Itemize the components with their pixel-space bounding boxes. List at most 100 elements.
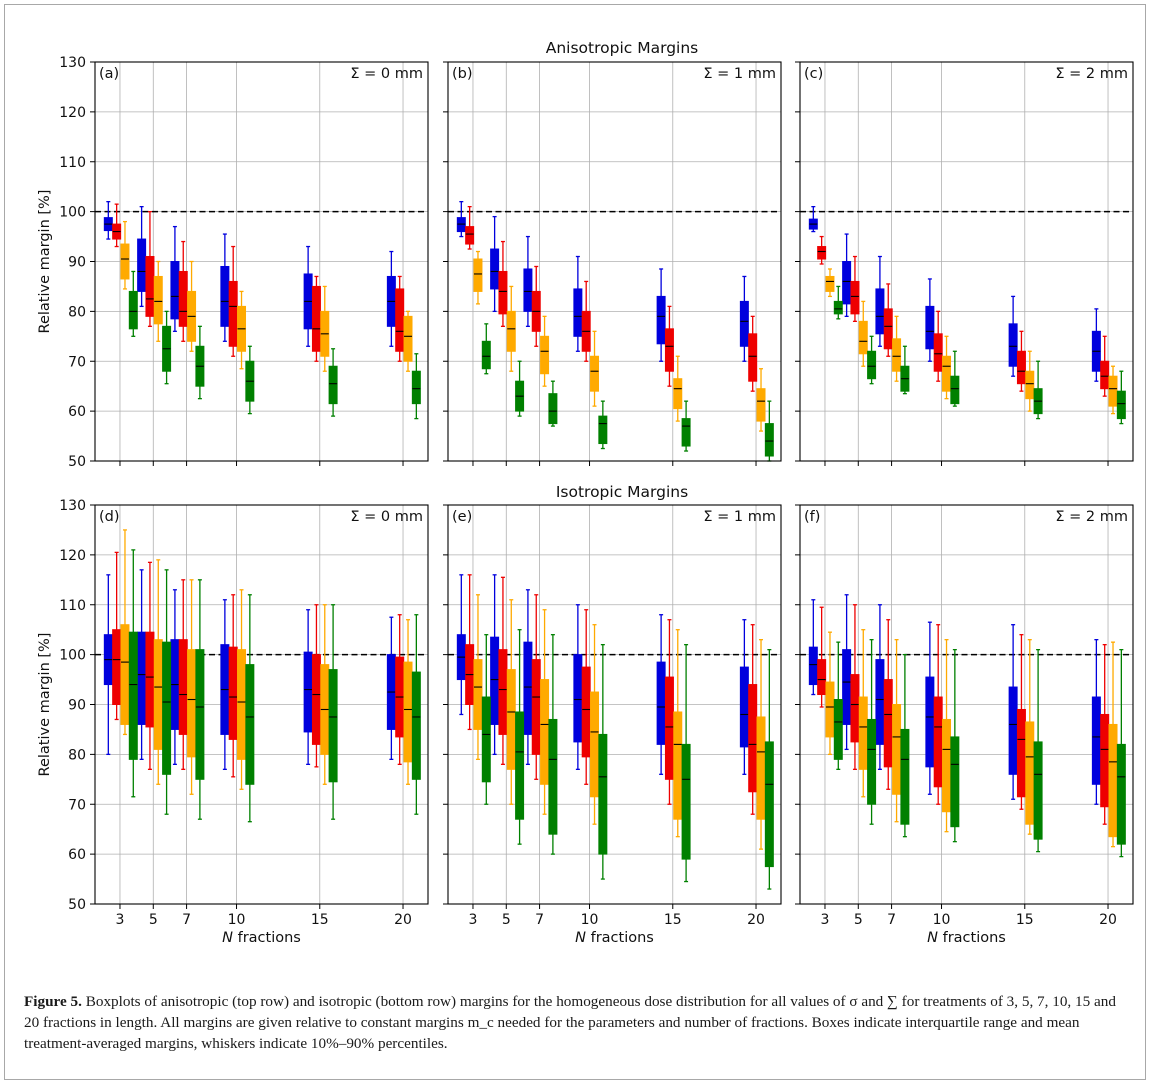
iqr-box (756, 716, 766, 820)
y-tick-label: 80 (68, 747, 86, 763)
iqr-box (178, 270, 188, 327)
x-axis-label-var: N (222, 930, 233, 946)
figure-frame (4, 4, 1146, 1080)
sigma-label: Σ = 2 mm (1055, 66, 1128, 82)
iqr-box (328, 669, 338, 783)
iqr-box (187, 649, 197, 758)
x-tick-label: 20 (394, 912, 412, 928)
x-tick-label: 10 (933, 912, 951, 928)
iqr-box (540, 679, 550, 785)
iqr-box (573, 288, 583, 337)
iqr-box (867, 350, 877, 380)
iqr-box (128, 290, 138, 330)
iqr-box (1008, 686, 1018, 775)
iqr-box (137, 631, 147, 725)
iqr-box (764, 423, 774, 457)
iqr-box (883, 308, 893, 350)
iqr-box (170, 261, 180, 320)
iqr-box (739, 666, 749, 748)
panel-label: (c) (804, 66, 823, 82)
x-axis-label-var: N (927, 930, 938, 946)
caption-label: Figure 5. (24, 993, 82, 1010)
iqr-box (590, 691, 600, 798)
iqr-box (942, 355, 952, 392)
x-tick-label: 5 (502, 912, 511, 928)
iqr-box (900, 728, 910, 825)
iqr-box (825, 275, 835, 292)
iqr-box (867, 718, 877, 805)
x-axis-label-rest: fractions (586, 930, 654, 946)
y-tick-label: 60 (68, 847, 86, 863)
y-tick-label: 70 (68, 354, 86, 370)
iqr-box (490, 636, 500, 725)
iqr-box (178, 639, 188, 735)
iqr-box (395, 288, 405, 352)
iqr-box (833, 699, 843, 760)
y-axis-label: Relative margin [%] (37, 633, 53, 777)
iqr-box (748, 684, 758, 793)
iqr-box (681, 743, 691, 860)
iqr-box (875, 659, 885, 745)
iqr-box (311, 285, 321, 352)
x-tick-label: 5 (149, 912, 158, 928)
iqr-box (748, 333, 758, 382)
y-tick-label: 50 (68, 454, 86, 470)
iqr-box (128, 631, 138, 760)
iqr-box (153, 275, 163, 325)
iqr-box (411, 671, 421, 780)
x-tick-label: 20 (747, 912, 765, 928)
iqr-box (850, 674, 860, 743)
iqr-box (764, 741, 774, 868)
iqr-box (590, 355, 600, 392)
iqr-box (498, 270, 508, 315)
panel-label: (d) (99, 509, 120, 525)
iqr-box (531, 659, 541, 755)
x-tick-label: 15 (664, 912, 682, 928)
iqr-box (153, 639, 163, 750)
iqr-box (162, 641, 172, 775)
iqr-box (842, 649, 852, 725)
row-title-1: Anisotropic Margins (546, 39, 699, 57)
x-tick-label: 10 (228, 912, 246, 928)
iqr-box (598, 733, 608, 855)
iqr-box (1108, 375, 1118, 407)
iqr-box (875, 288, 885, 335)
iqr-box (311, 654, 321, 745)
iqr-box (681, 418, 691, 447)
iqr-box (817, 659, 827, 696)
iqr-box (656, 661, 666, 745)
iqr-box (850, 280, 860, 315)
iqr-box (1016, 350, 1026, 385)
x-tick-label: 7 (887, 912, 896, 928)
iqr-box (858, 320, 868, 355)
iqr-box (598, 415, 608, 445)
iqr-box (328, 365, 338, 405)
y-tick-label: 100 (59, 648, 86, 664)
iqr-box (581, 666, 591, 758)
sigma-label: Σ = 1 mm (703, 509, 776, 525)
y-tick-label: 100 (59, 205, 86, 221)
iqr-box (228, 280, 238, 347)
iqr-box (739, 300, 749, 347)
y-tick-label: 60 (68, 404, 86, 420)
iqr-box (548, 393, 558, 425)
iqr-box (523, 641, 533, 735)
iqr-box (481, 696, 491, 783)
iqr-box (228, 646, 238, 740)
iqr-box (825, 681, 835, 738)
iqr-box (195, 649, 205, 780)
figure-caption: Figure 5. Boxplots of anisotropic (top r… (24, 991, 1124, 1054)
caption-text: Boxplots of anisotropic (top row) and is… (24, 993, 1116, 1052)
iqr-box (473, 659, 483, 730)
iqr-box (548, 718, 558, 835)
iqr-box (1033, 741, 1043, 840)
y-tick-label: 70 (68, 797, 86, 813)
row-title-2: Isotropic Margins (556, 483, 688, 501)
y-tick-label: 130 (59, 55, 86, 71)
iqr-box (892, 704, 902, 795)
iqr-box (411, 370, 421, 405)
panel-label: (e) (452, 509, 472, 525)
iqr-box (1025, 370, 1035, 400)
iqr-box (473, 258, 483, 292)
iqr-box (303, 651, 313, 733)
